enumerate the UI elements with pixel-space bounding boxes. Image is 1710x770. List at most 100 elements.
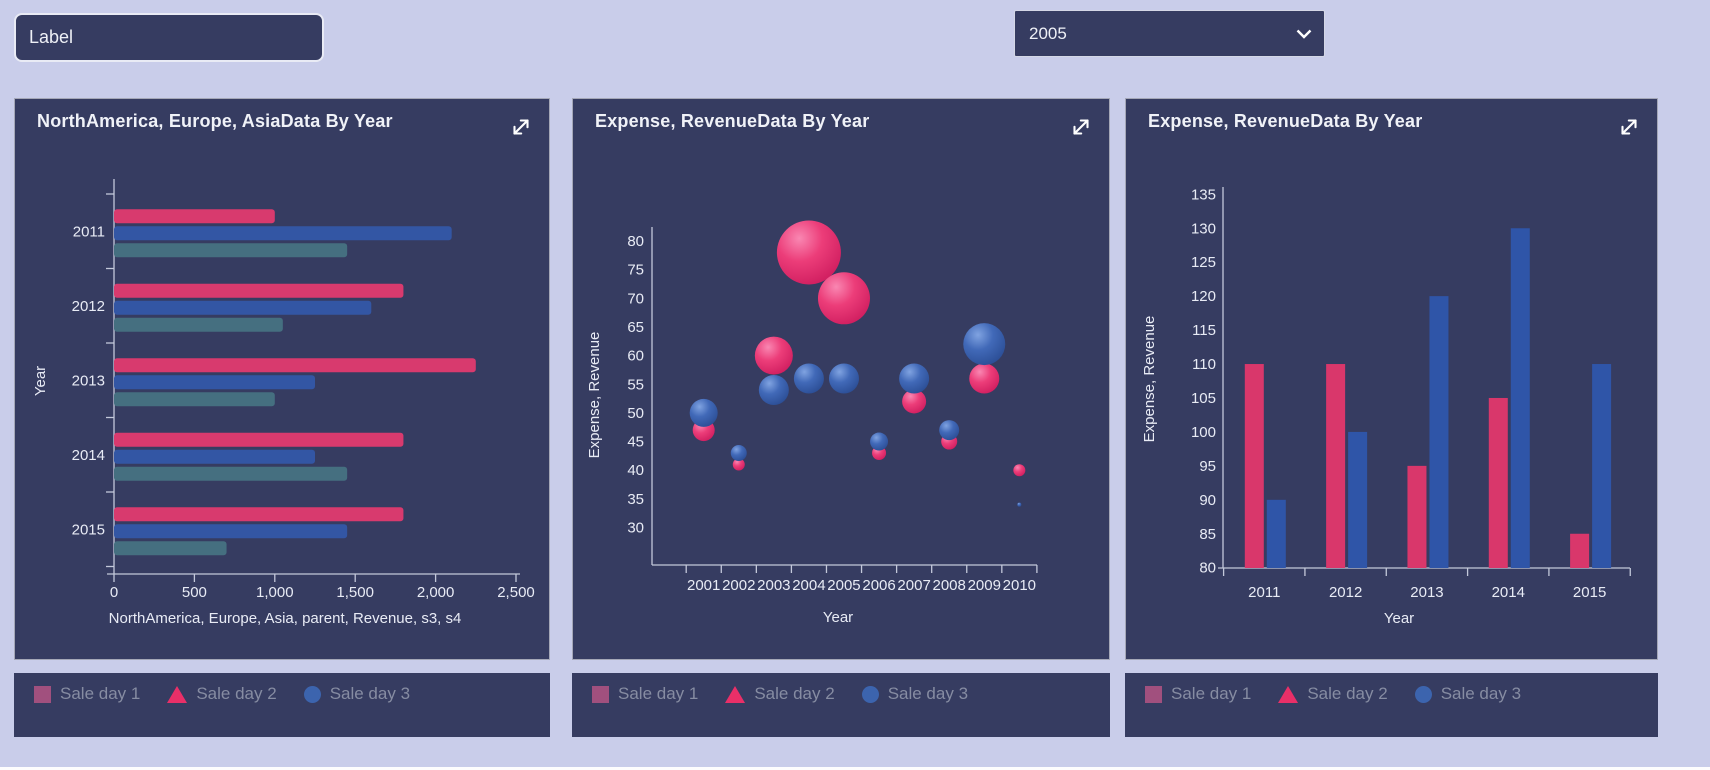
tick-label: 2,500 bbox=[497, 584, 535, 601]
legend-bar: Sale day 1 Sale day 2 Sale day 3 bbox=[14, 673, 550, 737]
bar-2015-pink[interactable] bbox=[114, 507, 404, 522]
legend-item-sale-day-1[interactable]: Sale day 1 bbox=[1145, 684, 1251, 704]
tick-label: 0 bbox=[110, 584, 118, 601]
bar-2011-blue[interactable] bbox=[1266, 499, 1286, 568]
bubble-2004-blue[interactable] bbox=[793, 363, 824, 394]
bubble-2003-pink[interactable] bbox=[754, 336, 793, 375]
bubble-2005-blue[interactable] bbox=[828, 363, 859, 394]
tick-label: 85 bbox=[1199, 526, 1216, 543]
tick-label: 45 bbox=[627, 434, 644, 451]
bar-2014-blue[interactable] bbox=[114, 449, 315, 464]
circle-marker-icon bbox=[303, 685, 321, 703]
tick-label: 2013 bbox=[1410, 584, 1443, 601]
tick-label: 2001 bbox=[687, 577, 720, 594]
bubble-2007-blue[interactable] bbox=[899, 363, 930, 394]
horizontal-bar-chart-canvas: 2011 2012 2013 2014 2015 0 500 1,000 1,500 2,000 2… bbox=[32, 179, 535, 627]
bubble-2009-blue[interactable] bbox=[963, 323, 1006, 366]
tick-label: 2012 bbox=[1329, 584, 1362, 601]
bar-2012-teal[interactable] bbox=[114, 317, 283, 332]
tick-label: 2011 bbox=[73, 223, 105, 240]
vertical-bar-chart-canvas: 135 130 125 120 115 110 105 100 95 90 85 80 2011 2012… bbox=[1141, 186, 1631, 627]
bar-2012-blue[interactable] bbox=[1348, 431, 1368, 568]
tick-label: 2004 bbox=[792, 577, 825, 594]
bar-2015-blue[interactable] bbox=[114, 524, 348, 539]
bar-2012-pink[interactable] bbox=[1326, 364, 1346, 568]
tick-label: 135 bbox=[1191, 186, 1216, 203]
bubble-2002-blue[interactable] bbox=[730, 445, 747, 462]
bubble-2010-pink[interactable] bbox=[1013, 464, 1026, 477]
bar-2011-blue[interactable] bbox=[114, 226, 452, 241]
bubble-2004-pink[interactable] bbox=[776, 220, 841, 285]
legend-item-sale-day-3[interactable]: Sale day 3 bbox=[1414, 684, 1522, 704]
bar-2014-blue[interactable] bbox=[1510, 228, 1530, 568]
expand-icon[interactable] bbox=[1616, 114, 1642, 140]
circle-marker-icon bbox=[1414, 685, 1432, 703]
bubble-2003-blue[interactable] bbox=[758, 374, 789, 405]
tick-label: 35 bbox=[627, 491, 644, 508]
bar-2012-blue[interactable] bbox=[114, 300, 372, 315]
bubble-2009-pink[interactable] bbox=[969, 363, 1000, 394]
x-axis-caption: Year bbox=[1384, 610, 1414, 627]
card-title: NorthAmerica, Europe, AsiaData By Year bbox=[37, 111, 393, 131]
bubble-2010-blue[interactable] bbox=[1017, 502, 1022, 507]
bar-2013-teal[interactable] bbox=[114, 392, 275, 407]
tick-label: 2006 bbox=[862, 577, 895, 594]
legend-label: Sale day 1 bbox=[1171, 684, 1252, 703]
tick-label: 130 bbox=[1191, 220, 1216, 237]
bar-2012-pink[interactable] bbox=[114, 283, 404, 298]
legend-item-sale-day-3[interactable]: Sale day 3 bbox=[861, 684, 968, 704]
x-axis-caption: Year bbox=[823, 609, 853, 626]
year-select-wrap: 2005 bbox=[1014, 10, 1325, 57]
bar-2015-teal[interactable] bbox=[114, 541, 227, 556]
bar-2013-pink[interactable] bbox=[114, 358, 476, 373]
legend-item-sale-day-1[interactable]: Sale day 1 bbox=[34, 684, 140, 704]
bar-2014-teal[interactable] bbox=[114, 466, 348, 481]
legend-label: Sale day 2 bbox=[754, 684, 835, 703]
bar-2013-pink[interactable] bbox=[1407, 465, 1427, 568]
bubble-2005-pink[interactable] bbox=[817, 272, 870, 325]
bar-2011-teal[interactable] bbox=[114, 243, 348, 258]
bar-2014-pink[interactable] bbox=[1488, 397, 1508, 568]
bar-2011-pink[interactable] bbox=[114, 209, 275, 224]
bar-2015-pink[interactable] bbox=[1570, 533, 1590, 568]
legend-item-sale-day-2[interactable]: Sale day 2 bbox=[167, 684, 277, 704]
legend-label: Sale day 3 bbox=[1440, 684, 1522, 703]
chart-card-bubble: Expense, RevenueData By Year 80 75 70 65 60 5… bbox=[572, 98, 1110, 660]
expand-icon[interactable] bbox=[508, 114, 534, 140]
bubble-2007-pink[interactable] bbox=[902, 389, 927, 414]
legend-label: Sale day 2 bbox=[196, 684, 277, 703]
bubble-2008-blue[interactable] bbox=[939, 420, 960, 441]
tick-label: 65 bbox=[627, 319, 644, 336]
triangle-marker-icon bbox=[725, 685, 746, 703]
tick-label: 2002 bbox=[722, 577, 755, 594]
bubble-2002-pink[interactable] bbox=[732, 458, 745, 471]
tick-label: 105 bbox=[1191, 390, 1216, 407]
square-marker-icon bbox=[592, 685, 609, 703]
legend-bar: Sale day 1 Sale day 2 Sale day 3 bbox=[572, 673, 1110, 737]
bar-2013-blue[interactable] bbox=[1429, 296, 1449, 568]
tick-label: 55 bbox=[627, 376, 644, 393]
label-input[interactable] bbox=[14, 13, 324, 62]
bar-2015-blue[interactable] bbox=[1592, 364, 1612, 568]
bar-2011-pink[interactable] bbox=[1244, 364, 1264, 568]
tick-label: 2007 bbox=[897, 577, 930, 594]
legend-label: Sale day 1 bbox=[618, 684, 699, 703]
expand-icon[interactable] bbox=[1068, 114, 1094, 140]
bubble-2006-blue[interactable] bbox=[870, 432, 889, 451]
card-title: Expense, RevenueData By Year bbox=[595, 111, 870, 131]
year-select[interactable]: 2005 bbox=[1014, 10, 1325, 57]
tick-label: 50 bbox=[627, 405, 644, 422]
legend-item-sale-day-2[interactable]: Sale day 2 bbox=[725, 684, 835, 704]
legend-item-sale-day-1[interactable]: Sale day 1 bbox=[592, 684, 698, 704]
tick-label: 2013 bbox=[72, 372, 105, 389]
tick-label: 2005 bbox=[827, 577, 860, 594]
tick-label: 2009 bbox=[968, 577, 1001, 594]
bubble-2001-blue[interactable] bbox=[689, 398, 718, 427]
legend-label: Sale day 2 bbox=[1307, 684, 1388, 703]
bar-2014-pink[interactable] bbox=[114, 432, 404, 447]
legend-item-sale-day-3[interactable]: Sale day 3 bbox=[303, 684, 410, 704]
tick-label: 115 bbox=[1192, 322, 1216, 339]
bar-2013-blue[interactable] bbox=[114, 375, 315, 390]
legend-item-sale-day-2[interactable]: Sale day 2 bbox=[1278, 684, 1388, 704]
card-title: Expense, RevenueData By Year bbox=[1148, 111, 1423, 131]
